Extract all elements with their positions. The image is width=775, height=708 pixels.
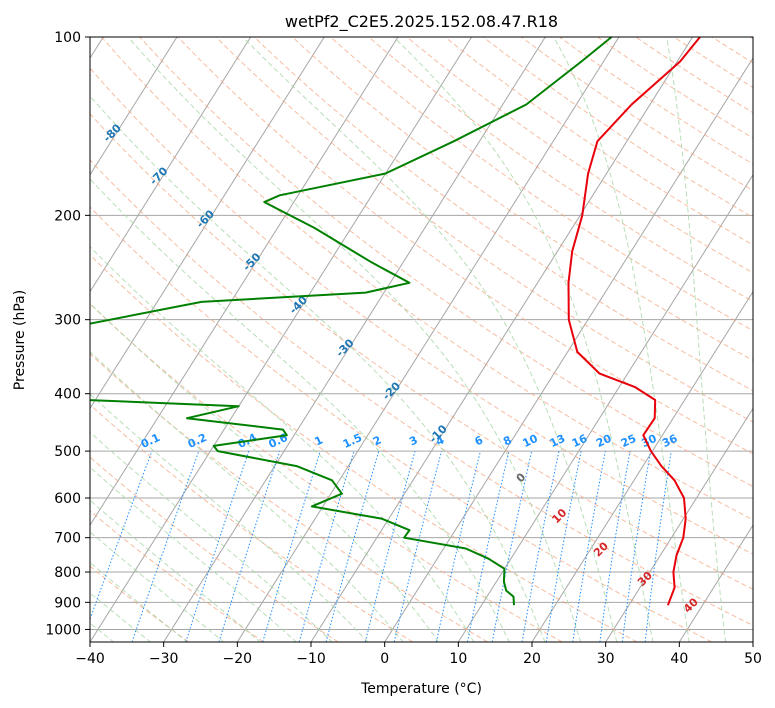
mixing-ratio-line [491,450,533,642]
mixing-ratio-label: 36 [660,432,680,450]
isotherm-line [163,37,546,642]
dry-adiabat-line [292,37,753,361]
moist-adiabat-line [90,431,333,642]
mixing-ratio-line [262,450,321,642]
mixing-ratio-line [218,450,281,642]
x-axis-title: Temperature (°C) [360,681,482,697]
dry-adiabat-line [177,37,753,455]
x-tick-label: −30 [149,651,179,667]
isotherm-line [678,524,753,642]
y-tick-label: 300 [54,313,81,329]
moist-adiabat-line [90,592,152,642]
x-tick-label: −20 [223,651,253,667]
moist-adiabat-line [127,37,582,642]
mixing-ratio-line [298,450,355,642]
dry-adiabat-line [90,67,753,555]
mixing-ratio-line [435,450,481,642]
y-tick-label: 700 [54,531,81,547]
dry-adiabat-line [482,37,753,219]
moist-adiabat-line [242,37,618,642]
dry-adiabat-line [139,37,753,488]
x-tick-label: −10 [296,651,326,667]
y-axis: 100 200 300 400 500 600 700 800 900 1000 [45,30,90,638]
x-tick-label: 0 [380,651,389,667]
moist-adiabat-line [90,246,475,642]
dry-adiabat-line [330,37,753,332]
moist-adiabat-line [90,466,297,642]
moist-adiabat-line [393,37,654,642]
isotherm-line [384,57,753,642]
dry-adiabat-line [90,456,339,642]
isotherm-line [605,407,753,642]
y-axis-title: Pressure (hPa) [12,290,28,390]
x-tick-label: 40 [670,651,688,667]
dry-adiabat-line [101,37,753,521]
mixing-ratio-line [467,450,510,642]
y-tick-label: 900 [54,595,81,611]
isotherm-line [90,37,473,642]
isotherm-line [90,37,252,293]
moist-adiabat-line [90,178,510,642]
dry-adiabat-line [253,37,753,392]
dry-adiabat-line [90,206,712,642]
isotherm-line [90,37,325,410]
mixing-ratio-line [364,450,416,642]
mixing-ratio-label: 25 [619,432,638,450]
x-axis: −40 −30 −20 −10 0 10 20 30 40 50 [75,642,762,667]
y-tick-label: 100 [54,30,81,46]
isotherm-line [90,37,178,176]
moist-adiabat-line [90,302,440,642]
x-tick-label: 20 [523,651,541,667]
dry-adiabat-line [90,113,753,590]
mixing-ratio-label: 13 [548,432,567,450]
y-tick-label: 600 [54,491,81,507]
mixing-ratio-line [131,450,200,642]
y-tick-label: 200 [54,208,81,224]
x-tick-label: 10 [449,651,467,667]
isotherm-line [457,173,753,642]
moist-adiabat-line [666,37,727,642]
plot-frame [89,36,754,643]
moist-adiabat-line [90,561,189,642]
dry-adiabat-line [90,159,753,627]
x-tick-label: 50 [744,651,762,667]
moist-adiabat-line [90,393,369,642]
mixing-ratio-label: 16 [570,432,590,450]
dry-adiabat-line [90,510,264,642]
temperature-profile-line [567,37,701,606]
x-tick-label: 30 [597,651,615,667]
mixing-ratio-line [325,450,380,642]
x-tick-label: −40 [75,651,105,667]
moist-adiabat-line [90,531,225,642]
moist-adiabat-line [90,499,261,642]
dry-adiabat-line [215,37,753,423]
dry-adiabat-line [521,37,753,192]
y-tick-label: 400 [54,387,81,403]
mixing-ratio-label: 20 [594,432,614,450]
y-tick-label: 1000 [45,622,81,638]
isotherm-line [90,37,399,527]
mixing-ratio-label: 10 [521,432,541,450]
y-tick-label: 800 [54,565,81,581]
mixing-ratio-line [185,450,250,642]
mixing-ratio-line [393,450,443,642]
dry-adiabat-line [406,37,753,274]
isotherm-line [236,37,620,642]
dry-adiabat-line [597,37,753,139]
moist-adiabat-line [553,37,690,642]
y-tick-label: 500 [54,444,81,460]
dry-adiabat-line [90,254,638,642]
chart-title: wetPf2_C2E5.2025.152.08.47.R18 [285,12,558,32]
isotherm-line [531,290,753,642]
dewpoint-profile-line [90,37,613,606]
